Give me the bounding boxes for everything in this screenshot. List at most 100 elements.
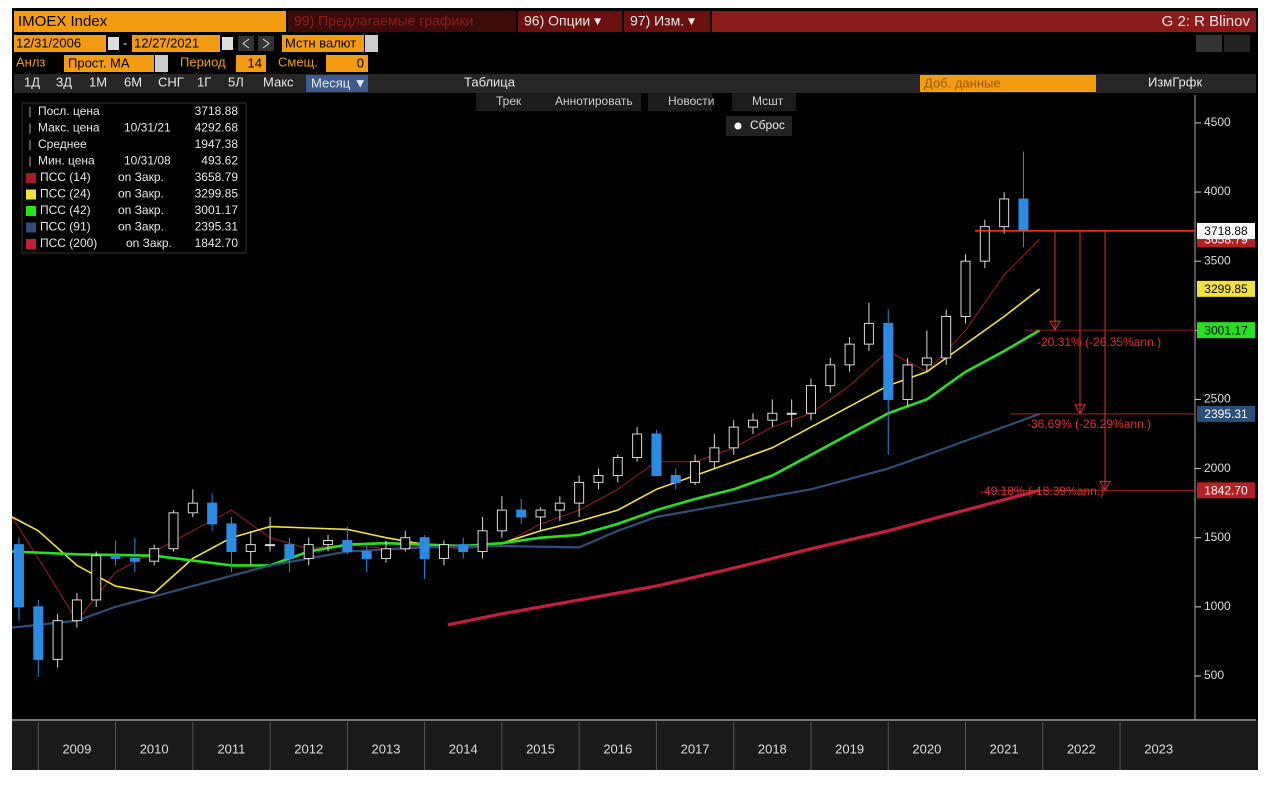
tool-button[interactable]	[476, 93, 540, 111]
table: Таблица	[464, 74, 516, 89]
edit-chart: ИзмГрфк	[1148, 74, 1202, 89]
frequency: Месяц ▼	[311, 75, 367, 90]
moving-average	[447, 488, 1041, 627]
value-tag	[1197, 222, 1255, 239]
security: IMOEX Index	[18, 13, 108, 30]
x-tick-label: 2012	[294, 741, 323, 756]
x-axis-band	[12, 720, 1258, 770]
shift-field[interactable]	[326, 55, 368, 72]
candle-body	[728, 426, 739, 449]
frequency-button[interactable]	[306, 75, 368, 92]
range-button[interactable]: Макс	[263, 74, 294, 89]
legend-swatch	[26, 239, 36, 249]
candle-body	[496, 509, 507, 532]
candle-body	[13, 544, 24, 608]
y-tick-label: 4000	[1204, 184, 1231, 198]
tool: Мсшт	[752, 94, 784, 108]
value-tag-label: 3718.88	[1204, 224, 1248, 238]
y-tick-label: 2000	[1204, 461, 1231, 475]
legend-field: on Закр.	[118, 220, 164, 234]
x-tick-label: 2011	[217, 741, 245, 756]
title-bar	[712, 11, 1256, 32]
value-tag	[1197, 322, 1255, 339]
legend-label: ПСС (24)	[40, 187, 91, 201]
options-button[interactable]	[518, 11, 622, 32]
candle-body	[110, 555, 121, 559]
legend-value: 493.62	[201, 154, 238, 168]
tool: Аннотировать	[555, 94, 633, 108]
period-field[interactable]	[236, 55, 266, 72]
analysis-dropdown[interactable]	[155, 55, 168, 72]
legend-value: 4292.68	[195, 121, 239, 135]
candle-body	[593, 474, 604, 483]
security-field[interactable]	[14, 11, 286, 32]
range-button[interactable]: СНГ	[158, 74, 184, 89]
y-tick-label: 3500	[1204, 253, 1231, 267]
range-button[interactable]: 6М	[124, 74, 142, 89]
legend-date: 10/31/08	[124, 154, 171, 168]
start-date-field[interactable]	[14, 35, 106, 52]
currency-dropdown[interactable]	[365, 35, 378, 52]
legend-label: Посл. цена	[38, 104, 100, 118]
candle-body	[863, 322, 874, 345]
redo-button[interactable]	[1224, 35, 1250, 52]
analysis-field[interactable]	[64, 55, 154, 72]
currency-field[interactable]	[282, 35, 364, 52]
add-data-field[interactable]	[920, 75, 1096, 92]
legend-value: 3299.85	[195, 187, 239, 201]
candle-body	[400, 537, 411, 550]
candle-body	[574, 481, 585, 504]
options: 96) Опции ▾	[524, 13, 601, 29]
candle-body	[33, 606, 44, 660]
range-button[interactable]: 5Л	[228, 74, 244, 89]
legend-field: on Закр.	[118, 187, 164, 201]
candle-body	[91, 555, 102, 601]
arrow-head	[1099, 480, 1111, 492]
undo-button[interactable]	[1196, 35, 1222, 52]
x-tick-label: 2023	[1144, 741, 1173, 756]
annotation: -36.69% (-26.29%ann.)	[1027, 417, 1151, 431]
start-date: 12/31/2006	[16, 35, 81, 50]
x-tick-label: 2013	[372, 741, 401, 756]
end-date-field[interactable]	[132, 35, 220, 52]
date-dash: -	[123, 35, 127, 50]
candle-body	[458, 544, 469, 553]
value-tag-label: 3299.85	[1204, 282, 1248, 296]
calendar-icon[interactable]	[108, 37, 119, 50]
x-tick-label: 2018	[758, 741, 787, 756]
moving-average	[11, 288, 1041, 594]
reset-button[interactable]	[726, 116, 792, 136]
candle-body	[323, 539, 334, 546]
range-button[interactable]: 1Г	[197, 74, 211, 89]
legend-label: Мин. цена	[38, 154, 95, 168]
legend-value: 2395.31	[195, 220, 239, 234]
legend-label: Среднее	[38, 137, 87, 151]
legend-value: 1842.70	[195, 236, 239, 250]
range-button[interactable]: 1Д	[24, 74, 40, 89]
prev-button[interactable]	[238, 36, 254, 51]
user: G 2: R Blinov	[1162, 13, 1251, 30]
candle-body	[284, 544, 295, 559]
candle-body	[516, 509, 527, 518]
candle-body	[612, 457, 623, 476]
tool-button[interactable]	[535, 93, 641, 111]
reset-icon	[734, 122, 742, 130]
tool-button[interactable]	[732, 93, 796, 111]
tool-button[interactable]	[648, 93, 712, 111]
candle-body	[632, 433, 643, 459]
candle-body	[554, 502, 565, 511]
range-button[interactable]: 1М	[89, 74, 107, 89]
candle-body	[419, 537, 430, 559]
tool: Трек	[496, 94, 522, 108]
arrow-head	[1049, 320, 1061, 332]
calendar-icon[interactable]	[222, 37, 233, 50]
legend-swatch	[26, 222, 36, 233]
candle-body	[303, 544, 314, 559]
edit-button[interactable]	[624, 11, 710, 32]
legend-label: ПСС (42)	[40, 203, 91, 217]
candle-body	[786, 412, 797, 415]
range-button[interactable]: 3Д	[56, 74, 72, 89]
suggested-button[interactable]	[288, 11, 516, 32]
next-button[interactable]	[258, 36, 274, 51]
